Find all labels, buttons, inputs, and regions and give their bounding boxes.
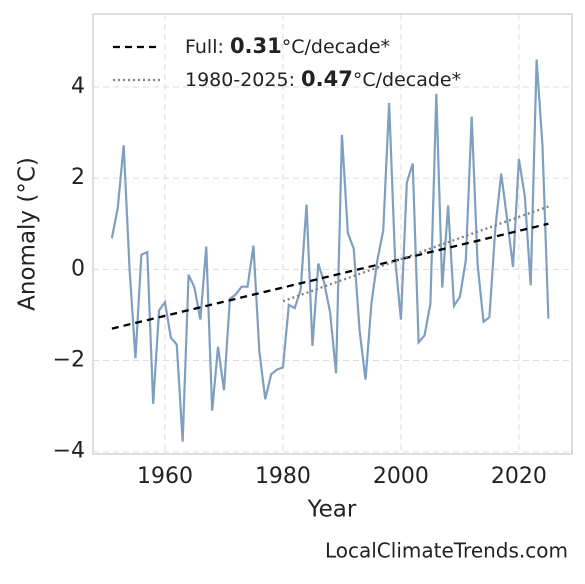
x-tick-label: 1980 xyxy=(255,464,311,489)
legend-text: 1980-2025: xyxy=(185,69,301,91)
legend-text: 0.47 xyxy=(301,67,353,91)
data-line xyxy=(110,59,550,442)
legend-label: 1980-2025: 0.47°C/decade* xyxy=(185,67,461,91)
legend-text: Full: xyxy=(185,36,230,58)
y-tick-label: −2 xyxy=(53,348,85,373)
y-axis-label: Anomaly (°C) xyxy=(15,157,41,311)
x-axis-label: Year xyxy=(307,497,357,523)
x-tick-label: 1960 xyxy=(137,464,193,489)
x-tick-label: 2020 xyxy=(491,464,547,489)
y-tick-label: −4 xyxy=(53,439,85,464)
legend-label: Full: 0.31°C/decade* xyxy=(185,34,390,58)
watermark: LocalClimateTrends.com xyxy=(325,539,568,563)
plot-frame xyxy=(92,13,573,455)
legend-text: 0.31 xyxy=(230,34,282,58)
legend-text: °C/decade* xyxy=(353,69,461,91)
x-tick-label: 2000 xyxy=(373,464,429,489)
y-tick-label: 2 xyxy=(71,165,85,190)
trend-line xyxy=(111,222,549,330)
y-tick-label: 0 xyxy=(71,256,85,281)
legend-text: °C/decade* xyxy=(282,36,390,58)
y-tick-label: 4 xyxy=(71,74,85,99)
trend-line xyxy=(282,205,549,303)
